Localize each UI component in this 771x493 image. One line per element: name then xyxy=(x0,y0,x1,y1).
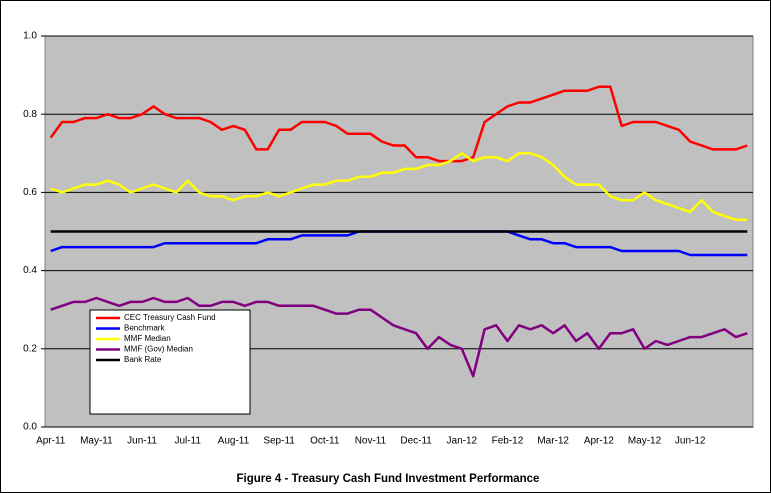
x-tick-label: Dec-11 xyxy=(400,436,432,447)
series-line xyxy=(49,85,748,163)
x-tick-label: Jun-12 xyxy=(675,436,706,447)
x-tick-label: Mar-12 xyxy=(537,436,569,447)
x-tick-label: Jun-11 xyxy=(127,436,157,447)
y-tick-label: 0.8 xyxy=(23,109,37,120)
x-tick-label: Jan-12 xyxy=(447,436,478,447)
y-tick-label: 0.6 xyxy=(23,187,37,198)
x-tick-label: May-11 xyxy=(80,436,113,447)
series-line xyxy=(50,296,748,378)
x-tick-label: Apr-11 xyxy=(36,436,66,447)
chart-title: Figure 4 - Treasury Cash Fund Investment… xyxy=(237,473,540,485)
legend-label: MMF Median xyxy=(124,334,171,343)
y-tick-label: 0.4 xyxy=(23,265,37,276)
legend-label: Benchmark xyxy=(124,324,165,333)
legend-label: Bank Rate xyxy=(124,355,162,364)
y-tick-label: 0.0 xyxy=(23,422,37,433)
x-tick-label: May-12 xyxy=(628,436,662,447)
y-tick-label: 1.0 xyxy=(23,31,37,42)
x-tick-label: Nov-11 xyxy=(355,436,387,447)
x-tick-label: Jul-11 xyxy=(174,436,201,447)
x-tick-label: Aug-11 xyxy=(218,436,250,447)
legend-label: MMF (Gov) Median xyxy=(124,345,193,354)
legend-box xyxy=(89,309,251,415)
x-tick-label: Apr-12 xyxy=(584,436,614,447)
series-line xyxy=(50,152,748,222)
legend-label: CEC Treasury Cash Fund xyxy=(124,313,216,322)
x-tick-label: Oct-11 xyxy=(310,436,340,447)
y-tick-label: 0.2 xyxy=(23,343,37,354)
x-tick-label: Feb-12 xyxy=(492,436,524,447)
x-tick-label: Sep-11 xyxy=(263,436,295,447)
